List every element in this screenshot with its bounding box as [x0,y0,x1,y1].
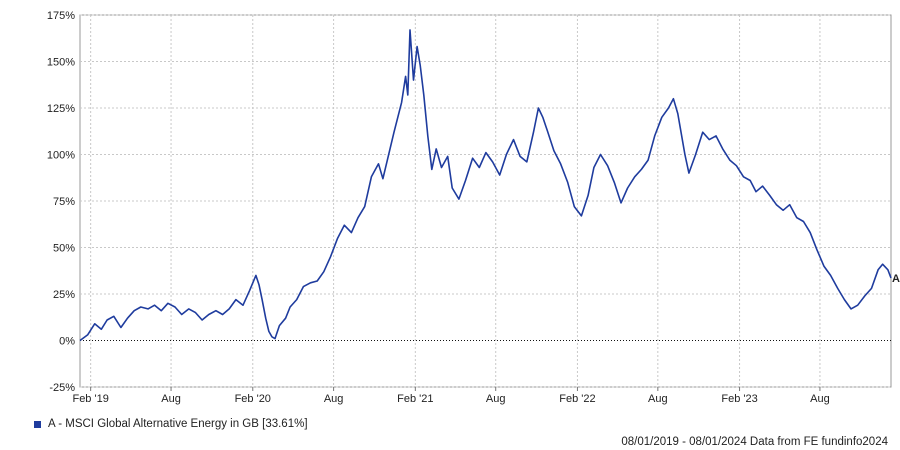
y-tick-label: 50% [53,243,75,255]
y-tick-label: 25% [53,289,75,301]
y-tick-label: 100% [47,150,75,162]
x-tick-label: Aug [810,393,830,405]
x-tick-label: Feb '23 [721,393,757,405]
y-tick-label: 75% [53,196,75,208]
x-tick-label: Feb '19 [72,393,108,405]
x-tick-label: Feb '22 [559,393,595,405]
legend: A - MSCI Global Alternative Energy in GB… [34,418,308,430]
y-tick-label: 175% [47,10,75,22]
legend-swatch [34,420,41,428]
x-tick-label: Aug [161,393,181,405]
series-end-label: A [892,273,900,285]
y-tick-label: 0% [59,336,75,348]
line-chart: 175% 150% 125% 100% 75% 50% 25% 0% -25%Feb '19 Au… [47,10,900,405]
x-tick-label: Aug [648,393,668,405]
y-tick-label: 125% [47,103,75,115]
y-tick-label: -25% [49,382,75,394]
x-tick-label: Aug [324,393,344,405]
x-tick-label: Aug [486,393,506,405]
x-tick-label: Feb '20 [235,393,271,405]
legend-label: A - MSCI Global Alternative Energy in GB… [48,418,308,430]
y-tick-label: 150% [47,57,75,69]
series-line [79,29,892,342]
x-tick-label: Feb '21 [397,393,433,405]
data-credit: 08/01/2019 - 08/01/2024 Data from FE fun… [621,436,888,448]
